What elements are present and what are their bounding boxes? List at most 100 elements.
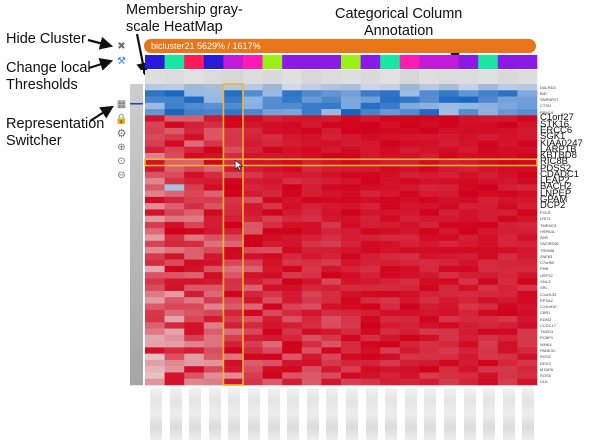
heatmap-cell	[164, 84, 185, 91]
row-label[interactable]: RGS2	[540, 354, 551, 360]
heatmap-cell	[399, 90, 420, 97]
row-label[interactable]: GNL3	[540, 279, 551, 285]
heatmap-cell	[458, 322, 479, 329]
zoom-reset-icon[interactable]: ⊙	[117, 156, 126, 167]
row-membership-cell	[130, 184, 143, 191]
heatmap-cell	[478, 309, 499, 317]
row-label[interactable]: STK16	[540, 118, 570, 130]
row-label[interactable]: DDX3	[540, 360, 551, 366]
row-membership-cell	[130, 341, 143, 348]
row-label[interactable]: C1orf132	[540, 291, 557, 297]
heatmap-cell	[243, 140, 263, 148]
row-label[interactable]: EPSA2	[540, 297, 553, 303]
row-label[interactable]: TM2D3	[540, 329, 554, 335]
heatmap-cell	[262, 215, 283, 223]
bicluster-header-bar[interactable]	[144, 39, 536, 53]
heatmap-cell	[282, 171, 303, 179]
row-label[interactable]: LARP1B	[540, 143, 577, 155]
row-label[interactable]: CBR1	[540, 310, 551, 316]
heatmap-cell	[321, 115, 342, 122]
row-label[interactable]: WNK4	[540, 341, 552, 347]
heatmap-cell	[145, 127, 165, 135]
row-label[interactable]: MTAP6	[540, 366, 554, 372]
row-label[interactable]: HSPA4L	[540, 228, 556, 234]
row-membership-cell	[130, 215, 143, 223]
zoom-in-icon[interactable]: ⊕	[117, 142, 126, 153]
heatmap-cell	[439, 209, 459, 216]
row-label[interactable]: KDM3	[540, 316, 552, 322]
row-label[interactable]: RBM19	[540, 109, 554, 115]
heatmap-cell	[517, 90, 538, 97]
row-label[interactable]: DCP2	[540, 200, 566, 212]
close-icon[interactable]: ✖	[117, 41, 126, 52]
row-label[interactable]: C19orf10	[540, 304, 557, 310]
row-label[interactable]: LRIT1	[540, 216, 551, 222]
row-label[interactable]: C1orf27	[540, 112, 574, 124]
row-label[interactable]: SGK1	[540, 131, 566, 143]
heatmap-cell	[262, 152, 283, 160]
row-label[interactable]: ZNF83	[540, 253, 553, 259]
row-label[interactable]: BID	[540, 90, 547, 96]
row-label[interactable]: LNPEP	[540, 187, 572, 199]
row-label[interactable]: DALRD3	[540, 84, 556, 90]
row-label[interactable]: PANK3C	[540, 348, 556, 353]
heatmap-cell	[419, 378, 440, 386]
row-label[interactable]: LEAP2	[540, 175, 570, 187]
heatmap-cell	[262, 228, 283, 235]
row-label[interactable]: SHE	[540, 235, 549, 241]
heatmap-cell	[360, 240, 381, 248]
row-label[interactable]: KIAA0247	[540, 137, 583, 149]
heatmap-cell	[399, 265, 420, 273]
row-label[interactable]: CDADC1	[540, 168, 580, 180]
row-label[interactable]: SRL	[540, 285, 548, 291]
heatmap-cell	[203, 159, 224, 166]
heatmap-cell	[517, 359, 538, 367]
row-label[interactable]: CCDC17	[540, 322, 557, 328]
heatmap-cell	[164, 272, 185, 279]
heatmap-cell	[380, 190, 401, 198]
heatmap-cell	[341, 316, 361, 323]
heatmap-cell	[341, 228, 361, 235]
zoom-out-icon[interactable]: ⊖	[117, 170, 126, 181]
row-label[interactable]: SNORD50	[540, 241, 559, 247]
lock-icon[interactable]: 🔒	[115, 114, 128, 125]
row-label[interactable]: ERCC6	[540, 125, 573, 137]
heatmap-cell	[203, 171, 224, 179]
row-label[interactable]: TRIM38	[540, 247, 555, 253]
heatmap-cell	[399, 272, 420, 279]
heatmap-cell	[399, 253, 420, 260]
row-label[interactable]: BACH2	[540, 181, 572, 193]
heatmap-cell	[321, 178, 342, 185]
table-icon[interactable]: ▦	[116, 99, 127, 110]
row-label[interactable]: C7orf50	[540, 260, 555, 266]
row-label[interactable]: USP32	[540, 272, 553, 278]
row-label[interactable]: PDSS2	[540, 162, 572, 174]
row-label[interactable]: PHB	[540, 266, 549, 272]
row-label[interactable]: GPAM	[540, 194, 568, 205]
heatmap-cell	[399, 215, 420, 223]
row-membership-cell	[130, 115, 143, 122]
row-label[interactable]: CTSH	[540, 103, 551, 109]
heatmap-cell	[341, 115, 361, 122]
row-label[interactable]: DLK	[540, 379, 548, 385]
settings-icon[interactable]: ⚙	[116, 127, 127, 140]
heatmap-cell	[380, 322, 401, 329]
row-label[interactable]: RIC8B	[540, 156, 568, 168]
row-label[interactable]: SNRNP27	[540, 97, 559, 103]
row-label[interactable]: RGS5	[540, 373, 551, 379]
heatmap-cell	[380, 196, 401, 204]
heatmap-cell	[458, 209, 479, 216]
threshold-icon[interactable]: ⚒	[117, 56, 126, 67]
heatmap-cell	[380, 84, 401, 91]
heatmap-cell	[517, 259, 538, 267]
row-membership-cell	[130, 265, 143, 273]
heatmap-cell	[184, 178, 205, 185]
row-label[interactable]: FOLR	[540, 210, 551, 216]
heatmap-cell	[360, 190, 381, 198]
heatmap-cell	[164, 121, 185, 129]
row-label[interactable]: PCBP1	[540, 335, 554, 341]
row-label[interactable]: TMEM74	[540, 222, 557, 228]
row-label[interactable]: KBTBD8	[540, 150, 577, 162]
heatmap-cell	[282, 159, 303, 166]
